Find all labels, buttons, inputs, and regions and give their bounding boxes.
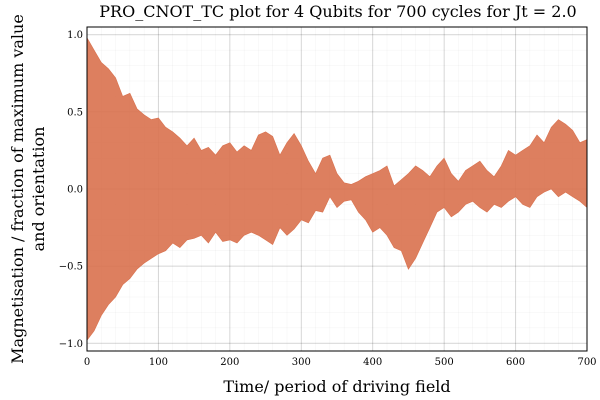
plot-frame <box>86 26 588 352</box>
y-tick-label: 0.0 <box>67 185 83 196</box>
y-tick-label: −0.5 <box>59 262 83 273</box>
chart-title: PRO_CNOT_TC plot for 4 Qubits for 700 cy… <box>99 2 576 21</box>
x-tick-label: 200 <box>220 357 239 368</box>
y-tick-label: 1.0 <box>67 30 83 41</box>
magnetisation-band <box>87 37 587 341</box>
x-tick-label: 300 <box>292 357 311 368</box>
y-axis-label-line1: Magnetisation / fraction of maximum valu… <box>8 14 27 364</box>
x-tick-labels: 0 100 200 300 400 500 600 700 <box>84 357 597 368</box>
y-tick-labels: −1.0 −0.5 0.0 0.5 1.0 <box>59 30 83 350</box>
x-tick-label: 700 <box>577 357 596 368</box>
x-tick-label: 600 <box>506 357 525 368</box>
x-tick-label: 100 <box>149 357 168 368</box>
x-tick-label: 0 <box>84 357 90 368</box>
x-tick-label: 500 <box>435 357 454 368</box>
x-tick-label: 400 <box>363 357 382 368</box>
y-axis-label: Magnetisation / fraction of maximum valu… <box>8 14 48 364</box>
y-tick-label: 0.5 <box>67 107 83 118</box>
series-layer <box>87 37 587 341</box>
x-axis-label: Time/ period of driving field <box>223 377 450 396</box>
y-tick-label: −1.0 <box>59 339 83 350</box>
y-axis-label-line2: and orientation <box>29 127 48 252</box>
